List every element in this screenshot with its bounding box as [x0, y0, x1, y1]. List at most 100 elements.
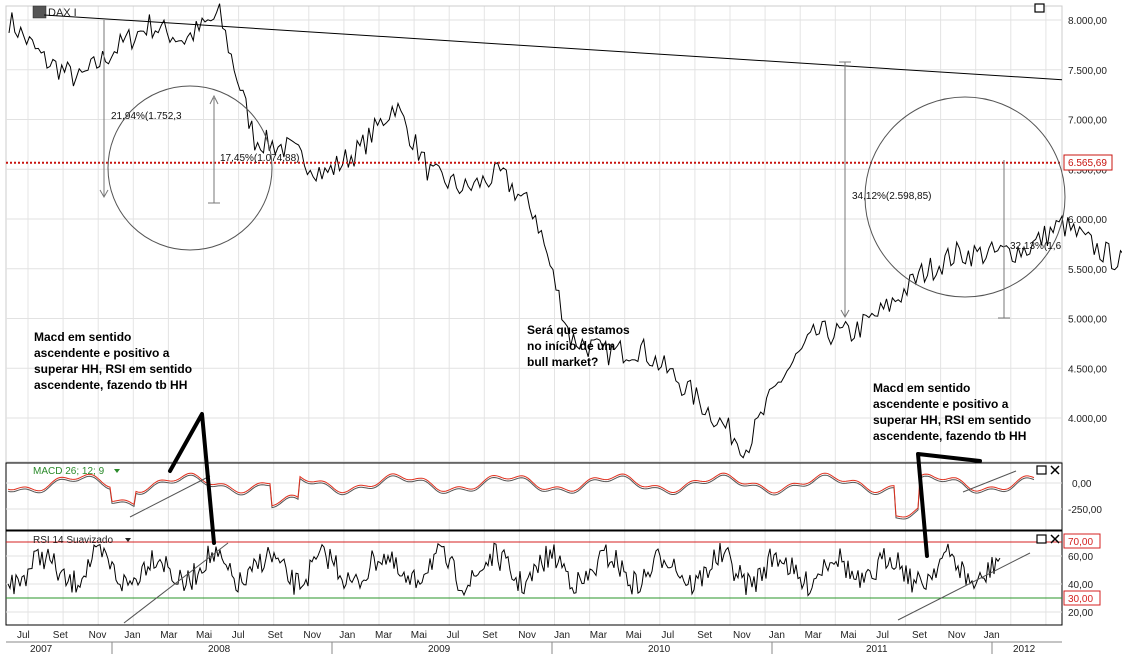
chart-type-icon [32, 5, 47, 19]
annotation-left-line-2: ascendente e positivo a [34, 346, 170, 360]
price-axis-tick-label: 5.000,00 [1068, 315, 1107, 326]
macd-panel: MACD 26; 12; 9 0,00 -250,00 [5, 462, 1102, 531]
rsi-title: RSI 14 Suavizado [33, 535, 113, 546]
hand-drawn-marker-left [168, 412, 216, 545]
month-label: Jan [339, 630, 355, 641]
month-label: Mar [590, 630, 608, 641]
measure-arrow-1-head [99, 189, 109, 199]
current-price-tag: 6.565,69 [1063, 154, 1113, 171]
month-label: Jan [554, 630, 570, 641]
month-label: Nov [518, 630, 536, 641]
measure-label-1: 21,94%(1.752,3 [111, 111, 182, 122]
month-label: Mai [840, 630, 856, 641]
rsi-axis-label-60: 60,00 [1068, 552, 1093, 563]
annotation-left-line-1: Macd em sentido [34, 330, 131, 344]
macd-line [7, 472, 1035, 518]
highlight-circle-2008 [107, 85, 273, 251]
month-label: Jan [984, 630, 1000, 641]
macd-trendline-2 [962, 470, 1017, 493]
macd-axis-label-lower: -250,00 [1068, 505, 1102, 516]
hand-drawn-markers [168, 412, 982, 558]
macd-dropdown-icon[interactable] [114, 469, 120, 473]
maximize-icon[interactable] [1034, 3, 1045, 13]
month-label: Set [697, 630, 712, 641]
price-panel-frame [5, 5, 1063, 463]
annotation-right-line-4: ascendente, fazendo tb HH [873, 429, 1026, 443]
rsi-axis-label-40: 40,00 [1068, 580, 1093, 591]
price-horizontal-gridlines [6, 19, 1062, 419]
rsi-dropdown-icon[interactable] [125, 538, 131, 542]
annotation-right-line-2: ascendente e positivo a [873, 397, 1009, 411]
rsi-lower-level-tag: 30,00 [1063, 590, 1101, 606]
macd-close-icon[interactable] [1050, 465, 1060, 475]
macd-maximize-icon[interactable] [1036, 465, 1047, 475]
price-axis-tick-label: 7.500,00 [1068, 66, 1107, 77]
annotation-left-line-3: superar HH, RSI em sentido [34, 362, 192, 376]
measure-arrow-2-head [209, 94, 219, 105]
rsi-trendline-1 [123, 542, 229, 624]
annotation-left-line-4: ascendente, fazendo tb HH [34, 378, 187, 392]
month-label: Mai [196, 630, 212, 641]
month-label: Set [912, 630, 927, 641]
year-label: 2007 [30, 644, 53, 654]
highlight-circle-2011 [864, 96, 1066, 298]
year-label: 2012 [1013, 644, 1036, 654]
month-labels: Jul Set Nov Jan Mar Mai Jul Set Nov Jan Mar Mai Jul S… [17, 630, 1000, 641]
rsi-panel: RSI 14 Suavizado 70,00 60,00 40,00 30,00… [5, 530, 1101, 626]
price-axis-tick-label: 7.000,00 [1068, 116, 1107, 127]
current-price-tag-text: 6.565,69 [1068, 158, 1107, 169]
month-label: Set [482, 630, 497, 641]
rsi-upper-level-tag: 70,00 [1063, 533, 1101, 549]
rsi-close-icon[interactable] [1050, 534, 1060, 544]
month-label: Nov [948, 630, 966, 641]
month-label: Mai [411, 630, 427, 641]
annotation-right-line-1: Macd em sentido [873, 381, 970, 395]
rsi-trendline-2 [897, 552, 1031, 621]
macd-trendline-1 [129, 475, 211, 518]
rsi-axis-label-20: 20,00 [1068, 608, 1093, 619]
price-axis: 8.000,00 7.500,00 7.000,00 6.500,00 6.000,00… [1068, 16, 1107, 425]
month-label: Mai [626, 630, 642, 641]
measure-arrow-3-head [840, 309, 850, 319]
price-axis-tick-label: 5.500,00 [1068, 265, 1107, 276]
rsi-upper-level-label: 70,00 [1068, 537, 1093, 548]
vertical-gridlines [27, 6, 1047, 625]
rsi-maximize-icon[interactable] [1036, 534, 1047, 544]
month-label: Jul [232, 630, 245, 641]
month-label: Jan [124, 630, 140, 641]
rsi-line [7, 542, 1001, 597]
price-axis-tick-label: 8.000,00 [1068, 16, 1107, 27]
measure-label-4: 32,13%(1,6 [1010, 241, 1062, 252]
macd-title: MACD 26; 12; 9 [33, 466, 105, 477]
macd-signal-line [7, 474, 1035, 520]
rsi-lower-level-label: 30,00 [1068, 594, 1093, 605]
price-panel: DAX I 21,94%(1.752,3 17,45%(1.074,88) 34… [5, 3, 1122, 463]
macd-axis-label-zero: 0,00 [1072, 479, 1092, 490]
resistance-trendline [44, 14, 1063, 81]
annotation-center-line-2: no início de um [527, 339, 615, 353]
annotation-left: Macd em sentido ascendente e positivo a … [34, 330, 192, 392]
price-axis-tick-label: 4.500,00 [1068, 364, 1107, 375]
price-line [8, 3, 1122, 459]
measure-arrows [99, 20, 1010, 319]
year-label: 2010 [648, 644, 671, 654]
price-axis-tick-label: 6.500,00 [1068, 165, 1107, 176]
month-label: Nov [89, 630, 107, 641]
month-label: Nov [303, 630, 321, 641]
month-label: Mar [160, 630, 178, 641]
annotation-center: Será que estamos no início de um bull ma… [527, 323, 630, 369]
month-label: Jul [17, 630, 30, 641]
annotation-right-line-3: superar HH, RSI em sentido [873, 413, 1031, 427]
hand-drawn-marker-right [916, 452, 982, 558]
month-label: Jul [876, 630, 889, 641]
annotation-right: Macd em sentido ascendente e positivo a … [873, 381, 1031, 443]
month-label: Set [53, 630, 68, 641]
month-label: Jan [769, 630, 785, 641]
month-label: Mar [375, 630, 393, 641]
month-label: Jul [447, 630, 460, 641]
time-axis: Jul Set Nov Jan Mar Mai Jul Set Nov Jan Mar Mai Jul S… [6, 624, 1062, 654]
macd-panel-frame [5, 462, 1063, 531]
measure-label-2: 17,45%(1.074,88) [220, 153, 300, 164]
month-label: Set [268, 630, 283, 641]
month-label: Nov [733, 630, 751, 641]
